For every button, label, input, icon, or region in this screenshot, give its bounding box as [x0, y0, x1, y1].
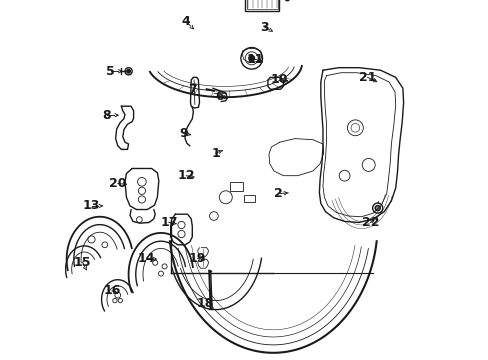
Text: 4: 4: [182, 15, 190, 28]
Text: 5: 5: [106, 65, 115, 78]
Text: 7: 7: [187, 83, 196, 96]
Circle shape: [248, 55, 254, 61]
Text: 16: 16: [103, 284, 121, 297]
Text: 3: 3: [260, 21, 268, 33]
Text: 14: 14: [138, 252, 155, 265]
Text: 6: 6: [215, 90, 223, 103]
Text: 9: 9: [179, 127, 187, 140]
Circle shape: [374, 206, 380, 211]
Bar: [246, 0, 277, 9]
Text: 22: 22: [361, 216, 379, 229]
Text: 1: 1: [211, 147, 220, 159]
Text: 20: 20: [109, 177, 126, 190]
Text: 8: 8: [102, 109, 111, 122]
Text: 2: 2: [274, 187, 283, 200]
Text: 19: 19: [189, 252, 206, 265]
Text: 13: 13: [82, 199, 100, 212]
Text: 18: 18: [196, 297, 213, 310]
Circle shape: [126, 69, 130, 73]
Text: 21: 21: [358, 71, 376, 84]
Text: 17: 17: [160, 216, 177, 229]
Text: 12: 12: [177, 169, 195, 182]
Text: 11: 11: [246, 53, 264, 66]
Text: 15: 15: [74, 256, 91, 269]
Bar: [244, 0, 279, 11]
Bar: [230, 182, 242, 191]
Text: 10: 10: [270, 73, 288, 86]
Bar: [244, 195, 254, 202]
